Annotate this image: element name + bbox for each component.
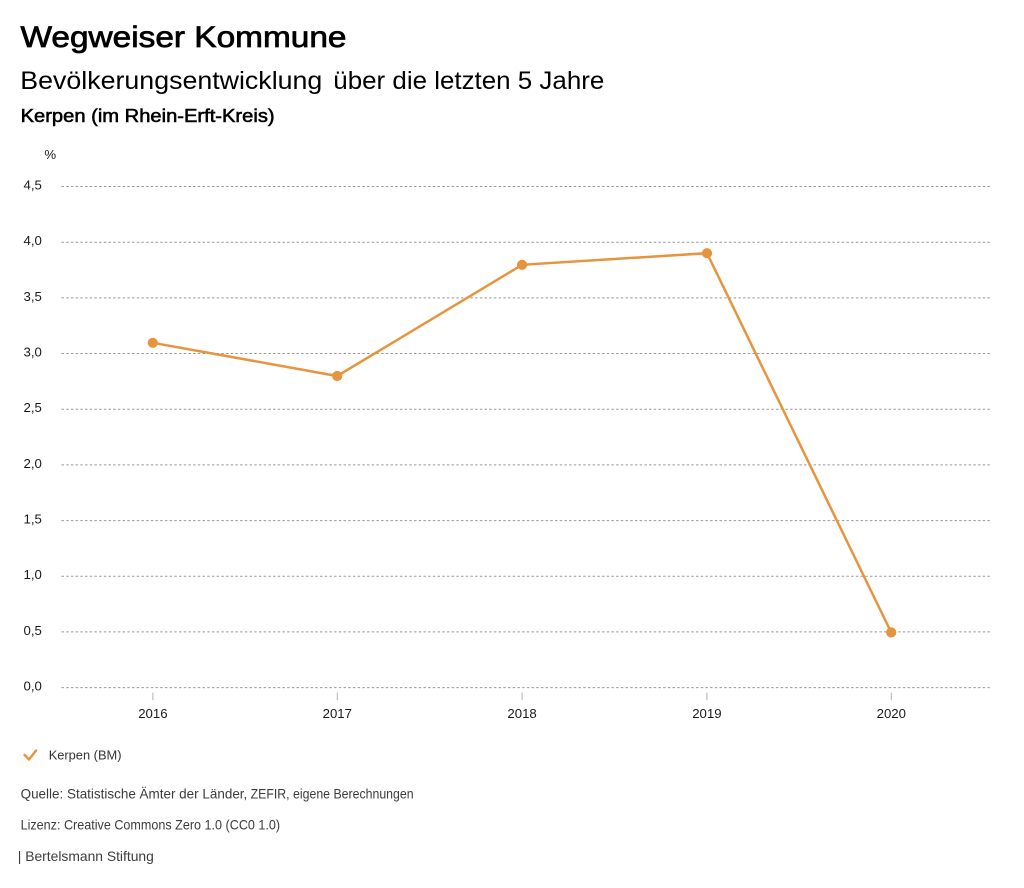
svg-text:%: % bbox=[44, 147, 56, 162]
svg-text:4,0: 4,0 bbox=[24, 233, 42, 248]
svg-text:0,0: 0,0 bbox=[24, 679, 42, 694]
svg-text:3,5: 3,5 bbox=[24, 289, 42, 304]
svg-text:über die letzten 5 Jahre: über die letzten 5 Jahre bbox=[333, 67, 604, 95]
svg-text:1,5: 1,5 bbox=[24, 512, 42, 527]
svg-text:2020: 2020 bbox=[877, 706, 906, 721]
svg-text:2,0: 2,0 bbox=[24, 456, 42, 471]
svg-text:2017: 2017 bbox=[323, 706, 352, 721]
svg-text:3,0: 3,0 bbox=[24, 344, 42, 359]
svg-text:Quelle: Statistische Ämter der: Quelle: Statistische Ämter der Länder, bbox=[21, 785, 248, 801]
svg-text:Kerpen (im Rhein-Erft-Kreis): Kerpen (im Rhein-Erft-Kreis) bbox=[21, 106, 275, 126]
svg-text:4,5: 4,5 bbox=[24, 177, 42, 192]
svg-text:Wegweiser Kommune: Wegweiser Kommune bbox=[21, 21, 347, 54]
svg-text:1,0: 1,0 bbox=[24, 567, 42, 582]
svg-text:Bevölkerungsentwicklung: Bevölkerungsentwicklung bbox=[20, 67, 322, 95]
svg-text:| Bertelsmann Stiftung: | Bertelsmann Stiftung bbox=[18, 848, 154, 864]
svg-text:Kerpen (BM): Kerpen (BM) bbox=[49, 747, 122, 762]
svg-text:ZEFIR, eigene Berechnungen: ZEFIR, eigene Berechnungen bbox=[251, 785, 414, 801]
svg-text:0,5: 0,5 bbox=[24, 623, 42, 638]
svg-text:2016: 2016 bbox=[138, 706, 167, 721]
svg-text:2019: 2019 bbox=[692, 706, 721, 721]
svg-text:Lizenz: Creative Commons Zero: Lizenz: Creative Commons Zero 1.0 (CC0 1… bbox=[21, 817, 281, 833]
svg-text:2018: 2018 bbox=[507, 706, 536, 721]
svg-text:2,5: 2,5 bbox=[24, 400, 42, 415]
